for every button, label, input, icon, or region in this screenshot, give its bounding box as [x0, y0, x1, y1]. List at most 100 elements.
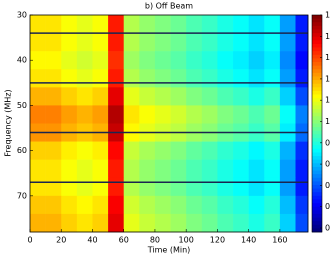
heat-cell: [170, 177, 187, 197]
heat-cell: [170, 141, 187, 160]
colorbar-segment: [312, 127, 322, 132]
heat-cell: [170, 15, 187, 34]
heat-cell: [217, 15, 234, 34]
heat-cell: [123, 213, 140, 233]
colorbar-segment: [312, 105, 322, 110]
heat-cell: [279, 33, 296, 52]
heat-cell: [170, 33, 187, 52]
y-axis-label: Frequency (MHz): [4, 89, 13, 156]
colorbar-segment: [312, 109, 322, 114]
heat-cell: [45, 195, 62, 215]
heat-cell: [92, 195, 109, 215]
heat-cell: [248, 195, 265, 215]
heat-cell: [108, 141, 125, 160]
heat-cell: [248, 15, 265, 34]
heat-cell: [154, 15, 171, 34]
heat-cell: [217, 141, 234, 160]
colorbar-tick-label: 1: [325, 74, 330, 83]
heat-cell: [108, 195, 125, 215]
heat-cell: [45, 69, 62, 88]
colorbar-segment: [312, 22, 322, 27]
heat-cell: [139, 159, 156, 179]
heat-cell: [295, 105, 309, 124]
heat-cell: [186, 141, 203, 160]
heat-cell: [92, 15, 109, 34]
colorbar-segment: [312, 217, 322, 222]
heat-cell: [295, 141, 309, 160]
colorbar-segment: [312, 33, 322, 38]
heat-cell: [61, 15, 78, 34]
heat-cell: [154, 33, 171, 52]
heat-cell: [217, 33, 234, 52]
colorbar-segment: [312, 228, 322, 233]
colorbar-segment: [312, 159, 322, 164]
heat-cell: [154, 213, 171, 233]
heat-cell: [45, 87, 62, 106]
colorbar-segment: [312, 221, 322, 226]
heat-cell: [92, 69, 109, 88]
heat-cell: [92, 177, 109, 197]
heat-cell: [123, 69, 140, 88]
heat-cell: [30, 69, 46, 88]
colorbar-frame: [311, 14, 323, 233]
heat-cell: [92, 213, 109, 233]
colorbar-segment: [312, 123, 322, 128]
heat-cell: [61, 195, 78, 215]
heat-cell: [233, 33, 249, 52]
heat-cell: [108, 33, 125, 52]
y-tick-label: 70: [17, 191, 27, 200]
colorbar-segment: [312, 192, 322, 197]
heat-cell: [61, 159, 78, 179]
heat-cell: [217, 87, 234, 106]
colorbar-segment: [312, 210, 322, 215]
heat-cell: [201, 15, 218, 34]
heat-cell: [217, 105, 234, 124]
heat-cell: [201, 141, 218, 160]
colorbar-tick-label: 1: [325, 32, 330, 41]
x-tick-label: 120: [210, 236, 225, 245]
heat-cell: [123, 159, 140, 179]
colorbar-tick-label: 0: [325, 202, 330, 211]
colorbar-segment: [312, 224, 322, 229]
colorbar-tick-label: 0: [325, 224, 330, 233]
heat-cell: [61, 87, 78, 106]
heat-cell: [76, 15, 93, 34]
heat-cell: [264, 141, 281, 160]
colorbar-segment: [312, 141, 322, 146]
heat-cell: [248, 159, 265, 179]
heat-cell: [30, 87, 46, 106]
heat-cell: [186, 195, 203, 215]
heat-cell: [264, 33, 281, 52]
heat-cell: [123, 33, 140, 52]
heat-cell: [264, 87, 281, 106]
heat-cell: [45, 51, 62, 70]
heat-cell: [186, 213, 203, 233]
heat-cell: [279, 195, 296, 215]
x-tick-label: 160: [272, 236, 287, 245]
heat-cell: [123, 15, 140, 34]
colorbar-tick-label: 0: [325, 160, 330, 169]
heat-cell: [30, 177, 46, 197]
heat-cell: [186, 105, 203, 124]
heat-cell: [264, 195, 281, 215]
heat-cell: [233, 213, 249, 233]
heat-cell: [279, 51, 296, 70]
colorbar-segment: [312, 130, 322, 135]
heat-cell: [201, 33, 218, 52]
heat-cell: [108, 105, 125, 124]
x-tick-label: 20: [56, 236, 66, 245]
heat-cell: [139, 177, 156, 197]
heat-cell: [186, 15, 203, 34]
x-tick-label: 0: [27, 236, 32, 245]
colorbar-segment: [312, 43, 322, 48]
heat-cell: [45, 177, 62, 197]
heat-cell: [264, 51, 281, 70]
colorbar-segment: [312, 18, 322, 23]
heat-cell: [30, 195, 46, 215]
heat-cell: [76, 195, 93, 215]
heat-cell: [139, 213, 156, 233]
heat-cell: [76, 141, 93, 160]
colorbar-segment: [312, 25, 322, 30]
heat-cell: [123, 51, 140, 70]
heat-cell: [279, 159, 296, 179]
